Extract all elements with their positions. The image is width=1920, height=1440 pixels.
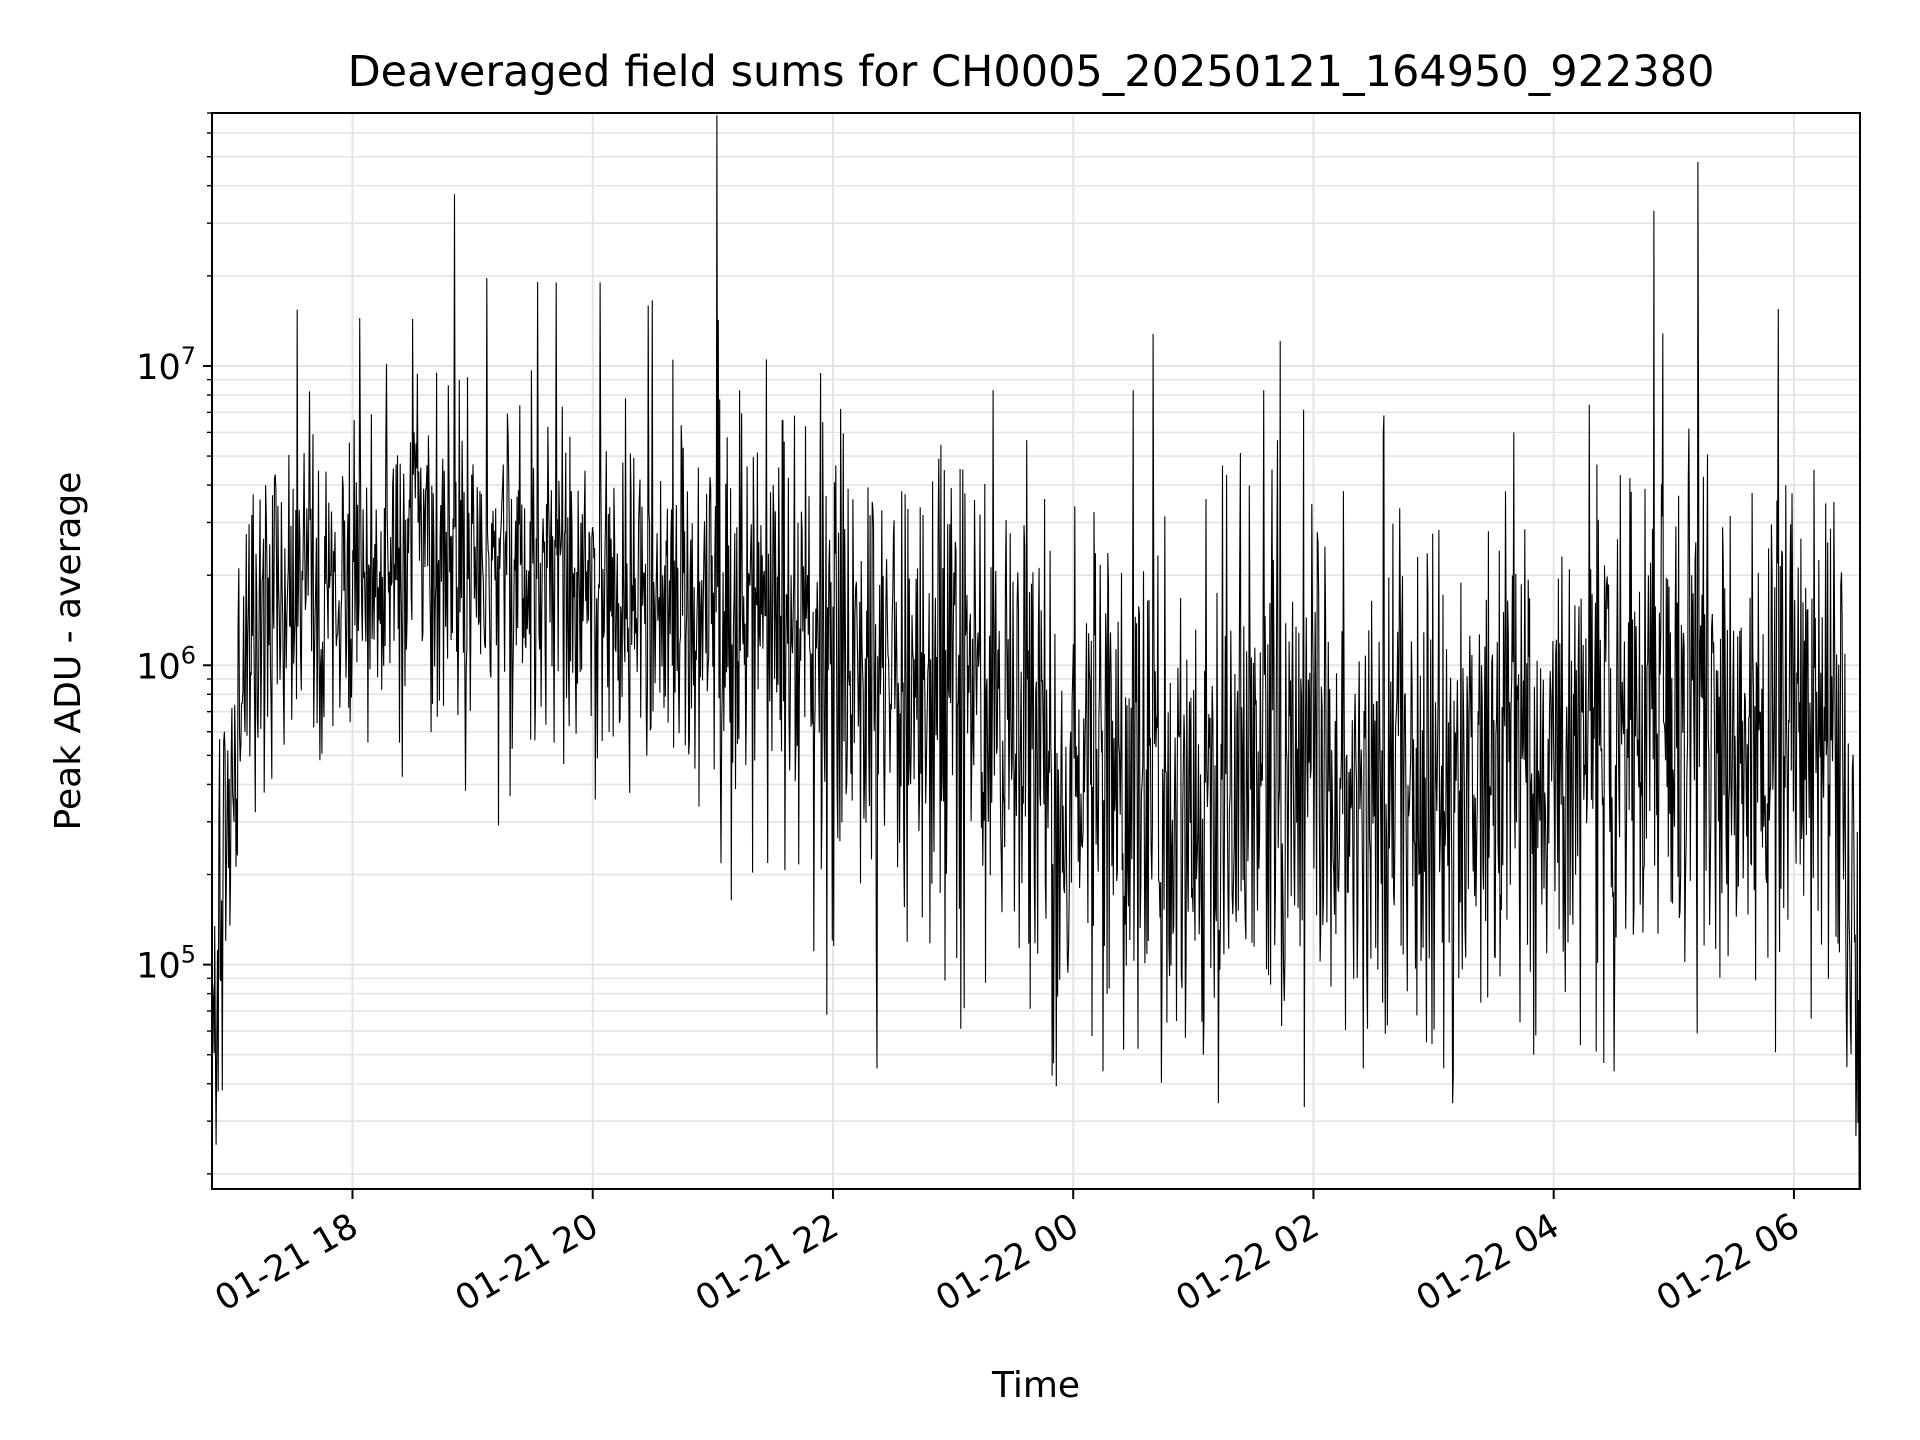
y-tick-exponent: 5 [181, 941, 196, 969]
x-axis-label: Time [991, 1365, 1080, 1406]
y-tick-base: 10 [136, 947, 181, 987]
y-tick-exponent: 6 [181, 641, 196, 669]
series-line [212, 115, 1860, 1189]
y-tick-label: 106 [136, 641, 196, 687]
y-tick-base: 10 [136, 348, 181, 388]
chart-title: Deaveraged field sums for CH0005_2025012… [348, 47, 1715, 97]
gridlines [212, 112, 1860, 1189]
y-tick-base: 10 [136, 647, 181, 687]
y-tick-label: 105 [136, 941, 196, 987]
plot-frame [211, 112, 1861, 1190]
y-tick-label: 107 [136, 342, 196, 388]
y-axis-label: Peak ADU - average [48, 472, 89, 831]
y-tick-exponent: 7 [181, 342, 196, 370]
